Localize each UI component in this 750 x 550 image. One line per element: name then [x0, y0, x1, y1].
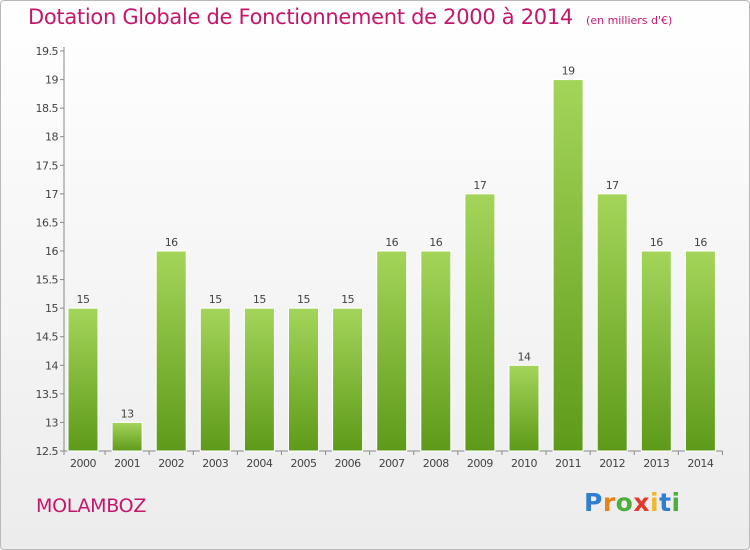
y-tick-label: 18	[45, 131, 58, 144]
axes: 12.5 13 13.5 14 14.5 15 15.5 16 16.5 17 17.5 18 18.5…	[36, 45, 723, 458]
y-tick-label: 14.5	[36, 331, 59, 344]
x-tick-label: 2012	[599, 457, 625, 470]
bar	[508, 364, 540, 452]
title-row: Dotation Globale de Fonctionnement de 20…	[28, 5, 672, 29]
data-label: 16	[650, 236, 663, 249]
logo-letter: t	[659, 488, 672, 517]
logo-letter: i	[671, 488, 681, 517]
bar	[243, 307, 275, 452]
bar	[552, 79, 584, 452]
data-label: 13	[121, 407, 134, 420]
logo-letter: r	[602, 488, 616, 517]
data-label: 15	[297, 293, 310, 306]
data-label: 15	[77, 293, 90, 306]
data-label: 16	[165, 236, 178, 249]
bar	[155, 250, 187, 452]
y-tick-label: 19	[45, 74, 58, 87]
y-tick-label: 13.5	[36, 388, 59, 401]
y-tick-label: 15	[45, 302, 58, 315]
x-tick-label: 2010	[511, 457, 537, 470]
x-tick-label: 2011	[555, 457, 581, 470]
data-label: 17	[473, 179, 486, 192]
data-label: 16	[385, 236, 398, 249]
proxiti-logo[interactable]: Proxiti	[584, 488, 681, 517]
y-tick-label: 14	[45, 359, 58, 372]
logo-letter: x	[633, 488, 650, 517]
bar	[376, 250, 408, 452]
x-tick-label: 2007	[379, 457, 405, 470]
bar	[684, 250, 716, 452]
bar	[288, 307, 319, 452]
data-label: 19	[562, 65, 575, 78]
y-tick-label: 17	[45, 188, 58, 201]
bar	[640, 250, 672, 452]
x-tick-label: 2005	[291, 457, 317, 470]
logo-letter: o	[615, 488, 634, 517]
y-tick-label: 12.5	[36, 445, 59, 458]
bar	[420, 250, 452, 452]
logo-letter: i	[650, 488, 660, 517]
bar	[596, 193, 628, 452]
bar	[464, 193, 496, 452]
data-label: 14	[518, 350, 531, 363]
y-tick-label: 13	[45, 416, 58, 429]
x-tick-label: 2006	[335, 457, 361, 470]
bar	[67, 307, 99, 452]
bars	[67, 79, 716, 452]
logo-letter: P	[584, 488, 603, 517]
x-tick-label: 2004	[246, 457, 272, 470]
bar	[332, 307, 364, 452]
bar	[199, 307, 231, 452]
x-tick-label: 2008	[423, 457, 449, 470]
data-label: 16	[694, 236, 707, 249]
y-tick-label: 17.5	[36, 159, 59, 172]
x-tick-label: 2013	[643, 457, 669, 470]
chart-subtitle: (en milliers d'€)	[586, 14, 673, 27]
bar	[111, 421, 143, 452]
x-tick-label: 2000	[70, 457, 96, 470]
y-tick-label: 18.5	[36, 102, 59, 115]
labels: 15 2000 13 2001 16 2002 15 2003 15 2004 15 2005 15 20…	[70, 65, 714, 470]
x-tick-label: 2009	[467, 457, 493, 470]
x-tick-label: 2002	[158, 457, 184, 470]
x-tick-label: 2014	[687, 457, 713, 470]
y-tick-label: 19.5	[36, 45, 59, 58]
data-label: 15	[341, 293, 354, 306]
y-tick-label: 15.5	[36, 274, 59, 287]
data-label: 15	[253, 293, 266, 306]
commune-name: MOLAMBOZ	[36, 495, 147, 517]
chart-title: Dotation Globale de Fonctionnement de 20…	[28, 5, 573, 29]
x-tick-label: 2003	[202, 457, 228, 470]
y-tick-label: 16	[45, 245, 58, 258]
data-label: 15	[209, 293, 222, 306]
data-label: 16	[429, 236, 442, 249]
y-tick-label: 16.5	[36, 216, 59, 229]
data-label: 17	[606, 179, 619, 192]
x-tick-label: 2001	[114, 457, 140, 470]
